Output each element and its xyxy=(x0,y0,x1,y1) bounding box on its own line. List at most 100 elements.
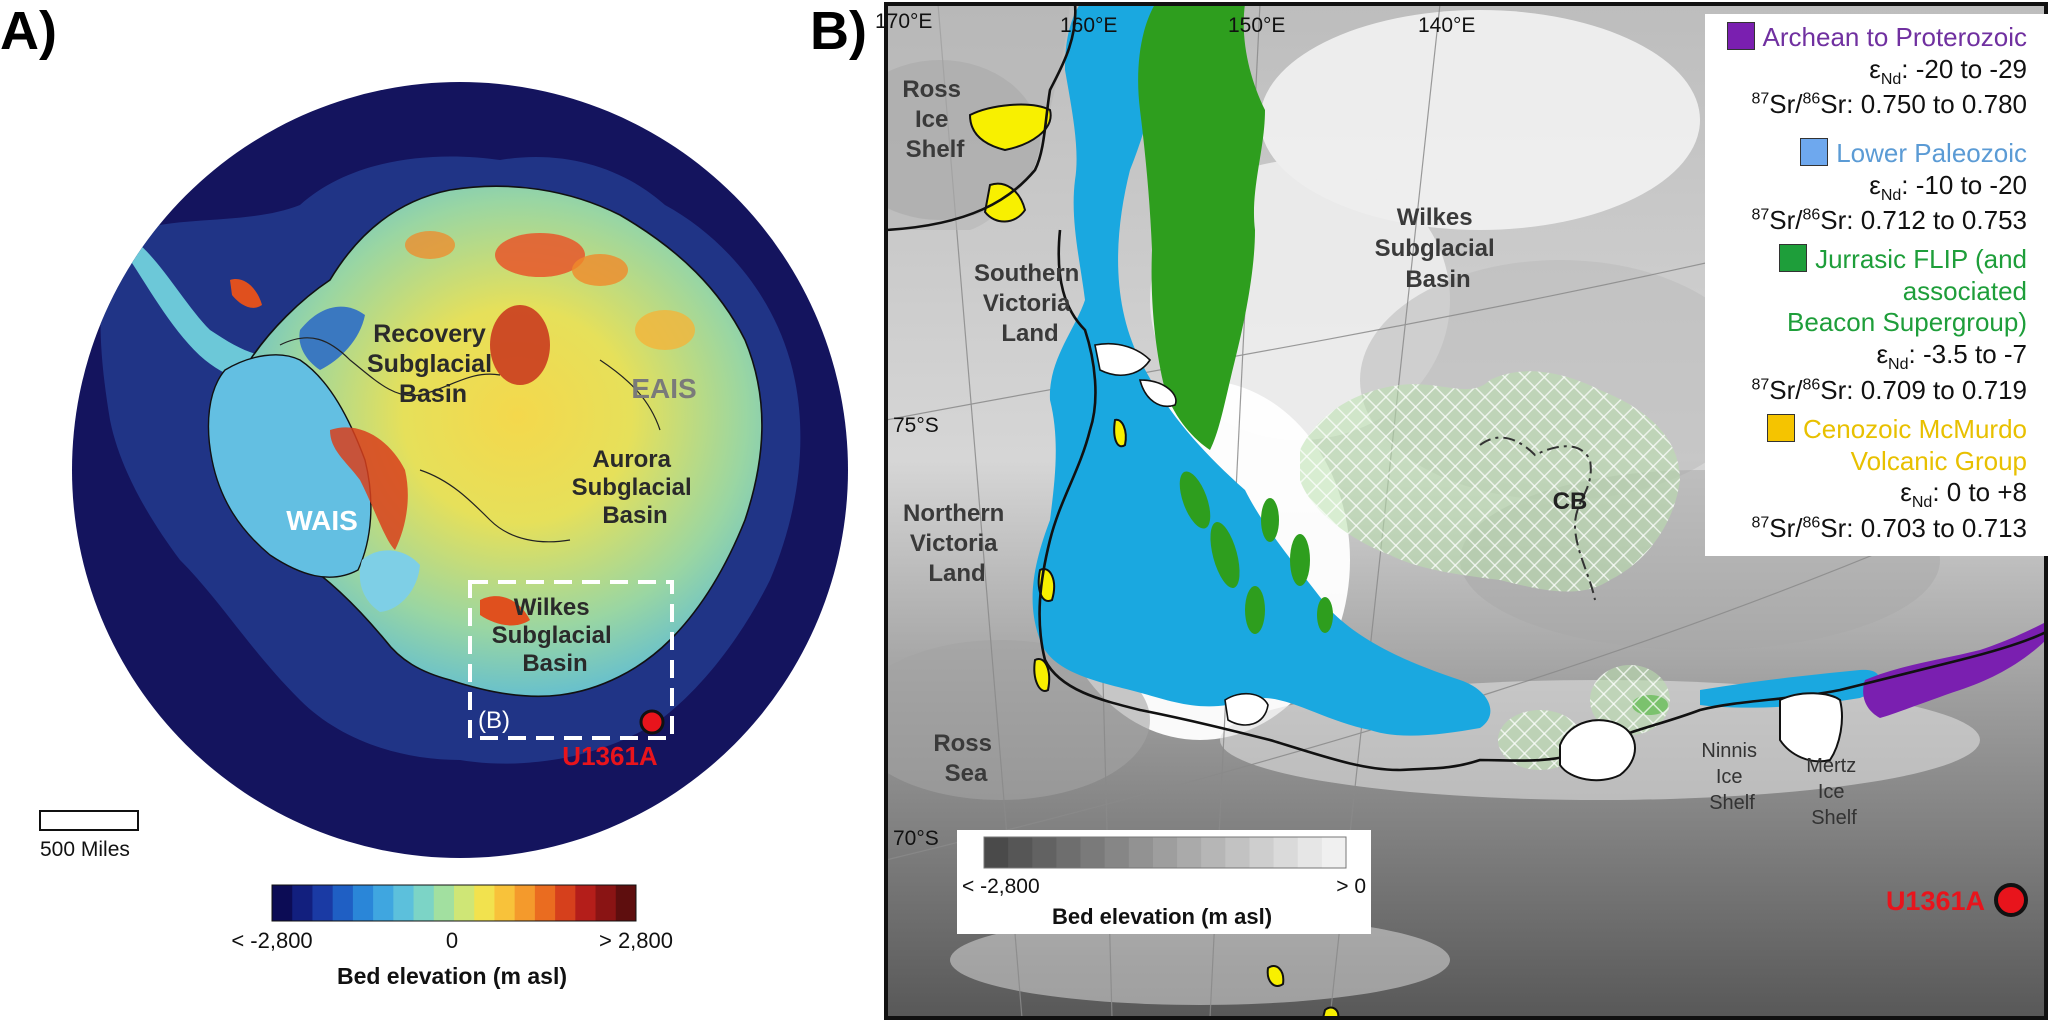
ice-shelf-a xyxy=(299,306,365,370)
legend-swatch xyxy=(1726,22,1755,50)
colorbar-swatch xyxy=(1273,837,1299,868)
legend-isotope-line: εNd: -10 to -20 xyxy=(1869,169,2027,204)
label-wilkes-b: Wilkes Subglacial Basin xyxy=(1375,204,1502,293)
colorbar-swatch xyxy=(373,885,394,921)
legend-swatch xyxy=(1767,414,1796,442)
west-antarctica xyxy=(207,354,372,578)
legend-isotope-line: εNd: -20 to -29 xyxy=(1869,53,2027,88)
colorbar-swatch xyxy=(514,885,536,921)
ninnis-mertz-shelves xyxy=(1559,692,1843,782)
colorbar-swatch xyxy=(1104,837,1130,868)
cb-basin-hatch xyxy=(1300,371,1680,592)
colorbar-swatch xyxy=(575,885,597,921)
legend-swatch xyxy=(1779,244,1808,272)
colorbar-a-min-label: < -2,800 xyxy=(231,928,312,953)
legend-title-text: Volcanic Group xyxy=(1850,445,2027,476)
lon-label-170: 170°E xyxy=(875,10,932,33)
colorbar-swatch xyxy=(454,885,475,921)
inset-box-b xyxy=(468,580,674,740)
colorbar-b-min-label: < -2,800 xyxy=(962,875,1040,898)
label-ross-ice-shelf: Ross Ice Shelf xyxy=(902,76,967,163)
colorbar-swatch xyxy=(292,885,313,921)
legend-swatch xyxy=(1800,138,1829,166)
label-ninnis: Ninnis Ice Shelf xyxy=(1701,740,1762,814)
colorbar-a-swatches xyxy=(272,885,637,921)
colorbar-swatch xyxy=(615,885,637,921)
ross-ice-shelf-a xyxy=(359,550,420,612)
label-ross-sea: Ross Sea xyxy=(933,730,998,787)
site-label-b: U1361A xyxy=(1886,886,1985,916)
colorbar-swatch xyxy=(534,885,556,921)
colorbar-swatch xyxy=(1297,837,1323,868)
legend-title-text: Jurrasic FLIP (and xyxy=(1815,244,2027,274)
colorbar-swatch xyxy=(393,885,415,921)
provenance-legend: Archean to Proterozoic εNd: -20 to -29 87S… xyxy=(1705,14,2048,556)
colorbar-swatch xyxy=(352,885,374,921)
legend-entry: Cenozoic McMurdo Volcanic Group εNd: 0 to … xyxy=(1751,414,2027,545)
colorbar-b-swatches xyxy=(984,837,1347,868)
colorbar-swatch xyxy=(474,885,495,921)
legend-entry-title: Lower Paleozoic xyxy=(1751,138,2027,170)
legend-entry: Lower Paleozoic εNd: -10 to -20 87Sr/86Sr:… xyxy=(1751,138,2027,237)
legend-entry-title: Cenozoic McMurdo xyxy=(1751,414,2027,446)
antarctic-peninsula xyxy=(118,232,290,384)
legend-isotope-line: 87Sr/86Sr: 0.750 to 0.780 xyxy=(1751,89,2027,120)
legend-entry-title: Jurrasic FLIP (and xyxy=(1751,244,2027,276)
label-aurora: Aurora Subglacial Basin xyxy=(572,446,699,529)
legend-title-text: Archean to Proterozoic xyxy=(1762,22,2027,52)
legend-title-text: Lower Paleozoic xyxy=(1836,138,2027,168)
mcmurdo-outcrops xyxy=(968,103,1340,1018)
legend-isotope-line: εNd: -3.5 to -7 xyxy=(1876,339,2027,374)
label-eais: EAIS xyxy=(631,373,696,404)
legend-entry-title: Beacon Supergroup) xyxy=(1751,307,2027,339)
legend-entry-title: associated xyxy=(1751,276,2027,308)
colorbar-swatch xyxy=(1249,837,1275,868)
legend-isotope-line: 87Sr/86Sr: 0.709 to 0.719 xyxy=(1751,374,2027,405)
legend-entry-title: Volcanic Group xyxy=(1751,446,2027,478)
label-northern-victoria-land: Northern Victoria Land xyxy=(903,500,1011,587)
colorbar-swatch xyxy=(1008,837,1033,868)
legend-entry-title: Archean to Proterozoic xyxy=(1726,22,2027,54)
jurassic-flip-unit xyxy=(1138,4,1265,450)
colorbar-swatch xyxy=(312,885,334,921)
panel-a-map: Recovery Subglacial Basin EAIS Aurora Su… xyxy=(72,82,848,858)
label-wilkes-a: Wilkes Subglacial Basin xyxy=(492,594,619,677)
label-mertz: Mertz Ice Shelf xyxy=(1806,755,1862,829)
colorbar-swatch xyxy=(1321,837,1347,868)
panel-label-a: A) xyxy=(0,1,57,61)
label-cb: CB xyxy=(1553,488,1588,515)
site-marker-icon xyxy=(1994,883,2028,917)
colorbar-swatch xyxy=(555,885,576,921)
colorbar-swatch xyxy=(1128,837,1154,868)
lower-paleozoic-unit xyxy=(1032,4,1491,736)
colorbar-b-frame xyxy=(983,836,1347,869)
scale-bar-icon xyxy=(39,810,139,831)
colorbar-b-max-label: > 0 xyxy=(1336,875,1366,898)
lon-label-140: 140°E xyxy=(1418,14,1475,37)
colorbar-swatch xyxy=(332,885,354,921)
panel-label-b: B) xyxy=(810,1,867,61)
grounding-line-a xyxy=(279,337,661,543)
lat-label-75: 75°S xyxy=(893,414,939,437)
colorbar-b-title: Bed elevation (m asl) xyxy=(1052,904,1272,929)
jurassic-outcrops xyxy=(1179,471,1668,715)
legend-isotope-line: 87Sr/86Sr: 0.703 to 0.713 xyxy=(1751,513,2027,544)
colorbar-swatch xyxy=(1080,837,1106,868)
colorbar-swatch xyxy=(1056,837,1082,868)
colorbar-swatch xyxy=(272,885,293,921)
legend-entry: Archean to Proterozoic εNd: -20 to -29 87S… xyxy=(1726,22,2027,121)
highland-patches xyxy=(230,231,695,626)
site-marker-icon xyxy=(639,709,665,735)
lon-label-150: 150°E xyxy=(1228,14,1285,37)
colorbar-swatch xyxy=(494,885,516,921)
label-southern-victoria-land: Southern Victoria Land xyxy=(974,260,1086,347)
legend-title-text: Cenozoic McMurdo xyxy=(1803,414,2027,444)
colorbar-swatch xyxy=(984,837,1009,868)
colorbar-swatch xyxy=(1225,837,1250,868)
scale-label: 500 Miles xyxy=(40,838,130,861)
colorbar-swatch xyxy=(595,885,617,921)
label-recovery: Recovery Subglacial Basin xyxy=(367,320,499,408)
label-wais: WAIS xyxy=(286,505,358,536)
colorbar-swatch xyxy=(1177,837,1202,868)
scale-bar: 500 Miles xyxy=(39,810,139,861)
